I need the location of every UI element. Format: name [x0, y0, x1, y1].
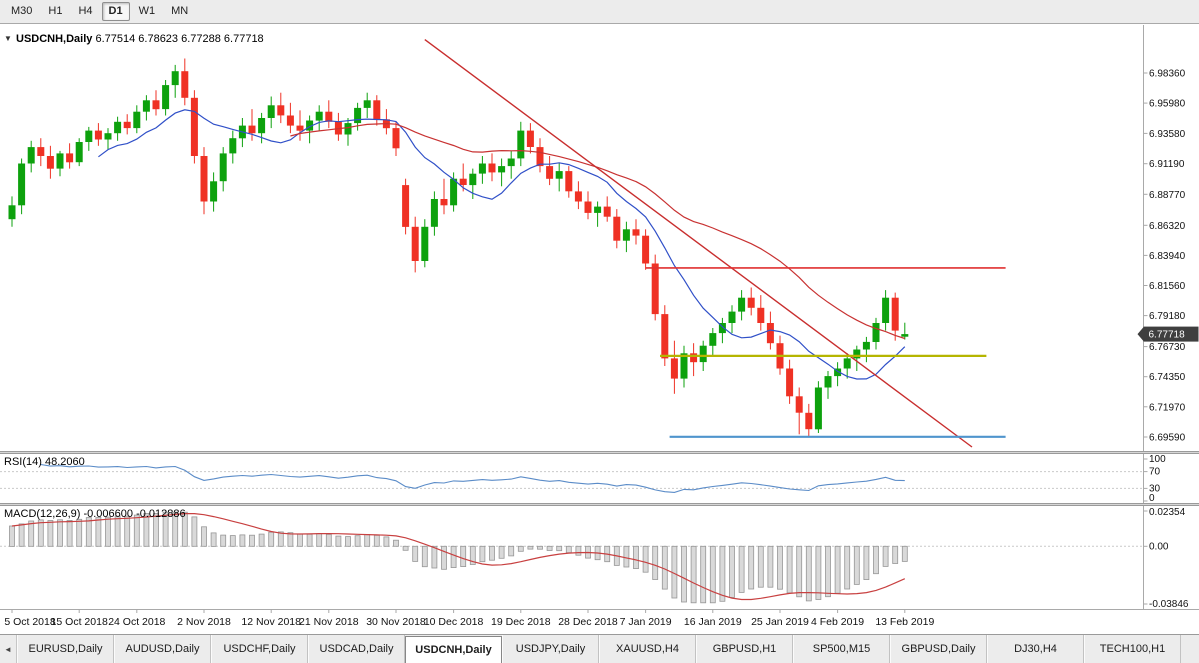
svg-text:6.91190: 6.91190 [1149, 159, 1185, 170]
timeframe-button-h4[interactable]: H4 [78, 5, 93, 17]
svg-text:100: 100 [1149, 454, 1166, 465]
svg-text:6.76730: 6.76730 [1149, 342, 1186, 353]
date-label: 19 Dec 2018 [491, 616, 551, 628]
svg-text:0: 0 [1149, 493, 1155, 503]
current-price-tag: 6.77718 [1137, 326, 1199, 342]
rsi-label: RSI(14) 48.2060 [4, 456, 85, 468]
chart-tab-usdcad-daily[interactable]: USDCAD,Daily [308, 635, 405, 663]
chart-tab-usdcnh-daily[interactable]: USDCNH,Daily [405, 636, 502, 663]
rsi-indicator-panel[interactable]: 100 70 30 0 RSI(14) 48.2060 [0, 454, 1199, 503]
rsi-chart[interactable]: 100 70 300 RSI(14) 48.2060 [0, 454, 1199, 503]
macd-label: MACD(12,26,9) -0.006600 -0.012886 [4, 508, 186, 520]
main-price-chart[interactable]: 6.98360 6.95980 6.93580 6.91190 6.88770 6.863… [0, 25, 1199, 451]
timeframe-button-d1[interactable]: D1 [101, 2, 130, 21]
timeframe-button-m30[interactable]: M30 [11, 5, 33, 17]
svg-text:0.00: 0.00 [1149, 541, 1169, 552]
timeframe-toolbar: M30 H1 H4 D1 W1 MN [0, 0, 1199, 24]
rsi-line [40, 463, 905, 493]
svg-text:6.98360: 6.98360 [1149, 69, 1186, 80]
timeframe-button-w1[interactable]: W1 [138, 5, 156, 17]
chart-tab-sp500-m15[interactable]: SP500,M15 [793, 635, 890, 663]
svg-text:6.93580: 6.93580 [1149, 129, 1186, 140]
date-label: 15 Oct 2018 [51, 616, 108, 628]
macd-histogram [9, 511, 908, 604]
candles [8, 58, 909, 437]
date-label: 10 Dec 2018 [424, 616, 484, 628]
chart-tab-dj30-h4[interactable]: DJ30,H4 [987, 635, 1084, 663]
svg-text:70: 70 [1149, 467, 1161, 478]
date-label: 16 Jan 2019 [684, 616, 742, 628]
svg-text:6.83940: 6.83940 [1149, 251, 1186, 262]
svg-text:6.86320: 6.86320 [1149, 221, 1186, 232]
timeframe-button-mn[interactable]: MN [171, 5, 189, 17]
chart-tab-audusd-daily[interactable]: AUDUSD,Daily [114, 635, 211, 663]
chart-tab-gbpusd-h1[interactable]: GBPUSD,H1 [696, 635, 793, 663]
moving-average-fast-line [98, 109, 906, 380]
svg-text:6.95980: 6.95980 [1149, 99, 1186, 110]
chart-tab-usdchf-daily[interactable]: USDCHF,Daily [211, 635, 308, 663]
chart-tab-eurusd-daily[interactable]: EURUSD,Daily [17, 635, 114, 663]
moving-average-slow-line [290, 122, 905, 340]
macd-indicator-panel[interactable]: 0.02354 0.00 -0.03846 MACD(12,26,9) -0.0066… [0, 506, 1199, 609]
date-axis: 5 Oct 2018 15 Oct 2018 24 Oct 2018 2 Nov 20… [0, 609, 1199, 634]
svg-text:0.02354: 0.02354 [1149, 507, 1186, 518]
svg-text:6.81560: 6.81560 [1149, 281, 1186, 292]
svg-text:6.71970: 6.71970 [1149, 402, 1186, 413]
date-label: 2 Nov 2018 [177, 616, 231, 628]
price-axis-labels: 6.98360 6.95980 6.93580 6.91190 6.88770 6.863… [1143, 69, 1186, 444]
chart-tab-xauusd-h4[interactable]: XAUUSD,H4 [599, 635, 696, 663]
chart-title: USDCNH,Daily 6.77514 6.78623 6.77288 6.7… [16, 33, 264, 45]
svg-text:6.77718: 6.77718 [1149, 330, 1186, 341]
date-label: 5 Oct 2018 [4, 616, 56, 628]
panel-splitter[interactable] [0, 503, 1199, 506]
timeframe-button-h1[interactable]: H1 [48, 5, 63, 17]
chart-tab-usdjpy-daily[interactable]: USDJPY,Daily [502, 635, 599, 663]
chart-tabs-bar: ◄ EURUSD,Daily AUDUSD,Daily USDCHF,Daily USD… [0, 634, 1199, 663]
date-label: 12 Nov 2018 [241, 616, 301, 628]
svg-text:6.88770: 6.88770 [1149, 190, 1186, 201]
chart-tab-gbpusd-daily[interactable]: GBPUSD,Daily [890, 635, 987, 663]
panel-splitter[interactable] [0, 451, 1199, 454]
chart-tab-tech100-h1[interactable]: TECH100,H1 [1084, 635, 1181, 663]
date-label: 4 Feb 2019 [811, 616, 864, 628]
main-price-chart-panel[interactable]: 6.98360 6.95980 6.93580 6.91190 6.88770 6.863… [0, 25, 1199, 451]
svg-text:6.74350: 6.74350 [1149, 372, 1186, 383]
date-label: 25 Jan 2019 [751, 616, 809, 628]
svg-text:-0.03846: -0.03846 [1149, 599, 1189, 609]
date-label: 13 Feb 2019 [875, 616, 934, 628]
date-label: 21 Nov 2018 [299, 616, 359, 628]
svg-text:6.79180: 6.79180 [1149, 311, 1186, 322]
svg-text:30: 30 [1149, 483, 1161, 494]
date-label: 7 Jan 2019 [620, 616, 672, 628]
date-label: 28 Dec 2018 [558, 616, 618, 628]
macd-signal-line [11, 512, 906, 601]
chart-collapse-icon[interactable]: ▼ [4, 34, 12, 43]
svg-text:6.69590: 6.69590 [1149, 433, 1186, 444]
descending-trendline[interactable] [424, 39, 973, 448]
date-label: 30 Nov 2018 [366, 616, 426, 628]
macd-chart[interactable]: 0.02354 0.00 -0.03846 MACD(12,26,9) -0.0066… [0, 506, 1199, 609]
date-label: 24 Oct 2018 [108, 616, 165, 628]
tabs-scroll-left-icon[interactable]: ◄ [0, 635, 17, 663]
